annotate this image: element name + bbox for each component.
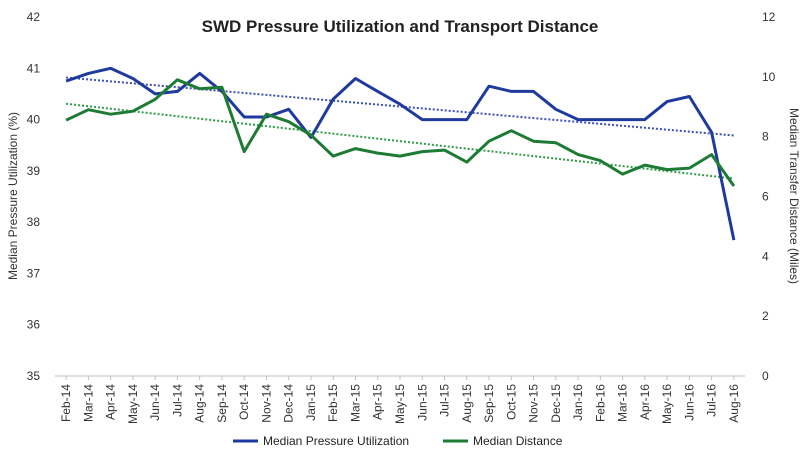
left-tick-label: 41 xyxy=(27,61,41,75)
x-tick-label: Oct-15 xyxy=(504,384,518,420)
right-tick-label: 0 xyxy=(762,369,769,383)
x-tick-label: Mar-15 xyxy=(348,384,362,422)
x-tick-label: May-14 xyxy=(126,384,140,424)
left-tick-label: 40 xyxy=(27,113,41,127)
legend-label-pressure-utilization: Median Pressure Utilization xyxy=(263,434,409,448)
x-tick-label: Sep-14 xyxy=(215,384,229,423)
legend-label-median-distance: Median Distance xyxy=(473,434,563,448)
x-tick-label: Nov-14 xyxy=(259,384,273,423)
left-axis-title: Median Pressure Utilization (%) xyxy=(6,112,20,280)
right-tick-label: 2 xyxy=(762,309,769,323)
x-tick-label: Jun-16 xyxy=(682,384,696,421)
trendline-pressure-utilization xyxy=(66,76,734,137)
right-tick-label: 10 xyxy=(762,70,776,84)
left-tick-label: 37 xyxy=(27,266,41,280)
x-tick-label: Apr-15 xyxy=(371,384,385,420)
left-tick-label: 38 xyxy=(27,215,41,229)
x-tick-label: Dec-14 xyxy=(282,384,296,423)
x-tick-label: Jul-15 xyxy=(438,384,452,417)
x-tick-label: Mar-14 xyxy=(81,384,95,422)
x-tick-label: Feb-16 xyxy=(593,384,607,422)
x-tick-label: Mar-16 xyxy=(616,384,630,422)
left-tick-label: 35 xyxy=(27,369,41,383)
series-line-pressure-utilization xyxy=(65,66,736,241)
x-tick-label: Nov-15 xyxy=(527,384,541,423)
x-tick-label: Jun-15 xyxy=(415,384,429,421)
trendline-median-distance xyxy=(66,102,734,180)
left-tick-label: 39 xyxy=(27,164,41,178)
right-tick-label: 12 xyxy=(762,10,776,24)
left-tick-label: 36 xyxy=(27,318,41,332)
series-line-median-distance xyxy=(65,78,736,187)
x-tick-label: Jul-14 xyxy=(170,384,184,417)
x-tick-label: Aug-16 xyxy=(727,384,741,423)
x-tick-label: Jan-16 xyxy=(571,384,585,421)
left-tick-label: 42 xyxy=(27,10,41,24)
x-tick-label: Dec-15 xyxy=(549,384,563,423)
x-tick-label: Oct-14 xyxy=(237,384,251,420)
x-tick-label: Apr-16 xyxy=(638,384,652,420)
x-tick-label: May-16 xyxy=(660,384,674,424)
x-tick-label: Aug-14 xyxy=(193,384,207,423)
series-lines xyxy=(65,66,736,241)
axes: 35 36 37 38 39 40 41 42 0 2 4 6 8 10 12 Feb-14 Mar-14 Apr… xyxy=(27,10,776,424)
right-tick-label: 8 xyxy=(762,130,769,144)
right-axis-title: Median Transfer Distance (Miles) xyxy=(787,108,800,284)
x-tick-label: Feb-15 xyxy=(326,384,340,422)
x-tick-label: Apr-14 xyxy=(104,384,118,420)
chart-title: SWD Pressure Utilization and Transport D… xyxy=(202,17,599,36)
x-tick-label: Jun-14 xyxy=(148,384,162,421)
x-tick-label: Sep-15 xyxy=(482,384,496,423)
x-tick-label: Feb-14 xyxy=(59,384,73,422)
x-tick-label: Aug-15 xyxy=(460,384,474,423)
right-tick-label: 4 xyxy=(762,249,769,263)
x-tick-label: May-15 xyxy=(393,384,407,424)
right-tick-label: 6 xyxy=(762,190,769,204)
x-tick-label: Jan-15 xyxy=(304,384,318,421)
x-tick-label: Jul-16 xyxy=(705,384,719,417)
legend: Median Pressure Utilization Median Dista… xyxy=(233,434,563,448)
